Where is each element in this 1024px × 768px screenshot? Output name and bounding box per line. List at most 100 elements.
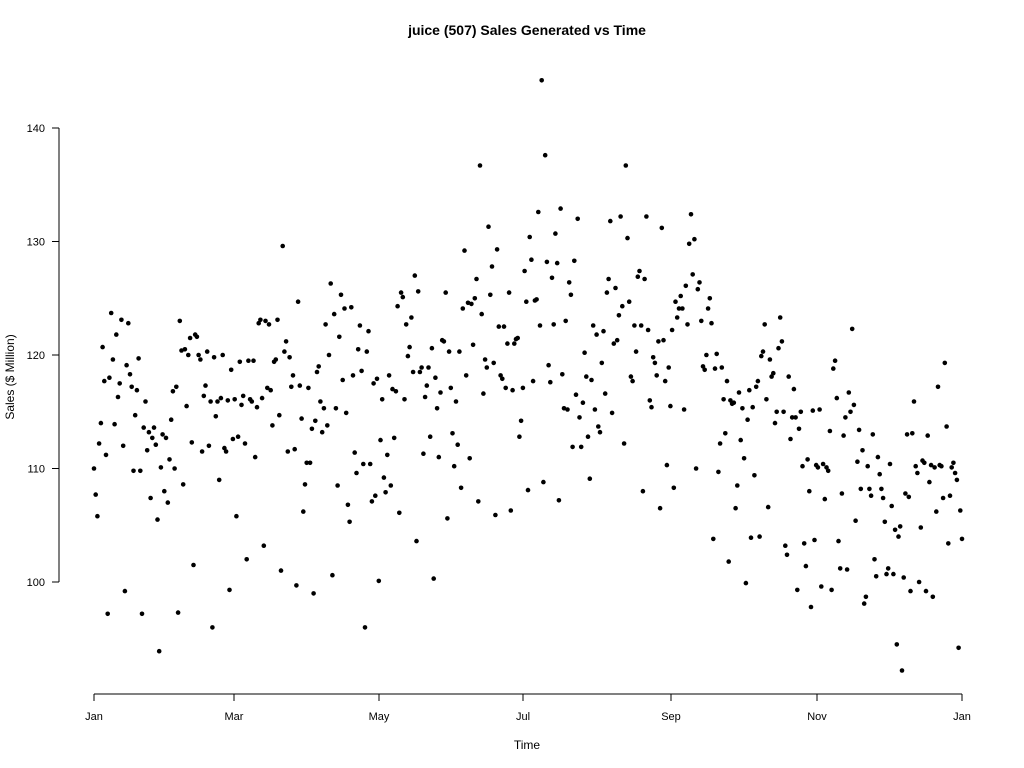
- data-point: [561, 406, 567, 411]
- data-point: [801, 541, 807, 546]
- data-point: [803, 563, 809, 569]
- data-point: [436, 454, 442, 460]
- data-point: [873, 574, 879, 579]
- data-point: [870, 432, 876, 437]
- data-point: [647, 398, 653, 403]
- data-point: [681, 407, 687, 412]
- data-point: [335, 483, 340, 488]
- data-point: [793, 415, 798, 420]
- data-point: [162, 488, 167, 494]
- data-point: [596, 424, 601, 429]
- data-point: [810, 408, 816, 413]
- data-point: [108, 310, 114, 316]
- data-point: [314, 369, 320, 375]
- data-point: [772, 420, 778, 426]
- data-point: [922, 460, 927, 466]
- data-point: [443, 290, 449, 295]
- data-point: [277, 412, 282, 418]
- data-point: [556, 498, 562, 503]
- data-point: [347, 519, 352, 525]
- data-point: [954, 477, 960, 483]
- data-point: [385, 452, 390, 458]
- data-point: [457, 349, 462, 354]
- data-point: [846, 390, 852, 395]
- data-point: [470, 342, 476, 348]
- data-point: [486, 224, 491, 229]
- data-point: [445, 516, 450, 521]
- data-point: [568, 292, 574, 298]
- data-point: [218, 395, 224, 401]
- data-point: [602, 391, 608, 396]
- data-point: [827, 428, 833, 434]
- x-axis-label: Time: [514, 738, 541, 752]
- data-point: [541, 479, 546, 485]
- data-point: [807, 488, 812, 494]
- data-point: [544, 259, 550, 265]
- data-point: [373, 493, 378, 499]
- data-point: [680, 306, 685, 311]
- data-point: [419, 365, 424, 370]
- y-axis-label: Sales ($ Million): [3, 334, 17, 419]
- data-point: [630, 378, 635, 384]
- data-point: [530, 378, 536, 384]
- data-point: [343, 410, 349, 416]
- data-point: [819, 584, 824, 589]
- data-point: [302, 482, 308, 487]
- data-point: [623, 163, 629, 168]
- data-point: [621, 441, 627, 446]
- x-tick-label: Nov: [807, 711, 827, 723]
- data-point: [503, 385, 509, 391]
- data-point: [901, 575, 906, 580]
- data-point: [508, 508, 514, 513]
- data-point: [836, 538, 841, 544]
- y-tick-label: 110: [27, 464, 45, 476]
- data-point: [378, 437, 383, 443]
- data-point: [686, 241, 692, 247]
- data-point: [855, 459, 860, 465]
- data-point: [882, 519, 888, 525]
- data-point: [861, 601, 867, 606]
- data-point: [659, 225, 665, 231]
- data-point: [877, 471, 882, 477]
- data-point: [777, 315, 783, 320]
- data-point: [515, 335, 520, 341]
- data-point: [304, 460, 310, 466]
- data-point: [273, 357, 279, 362]
- data-point: [381, 475, 387, 480]
- data-point: [885, 566, 891, 571]
- data-point: [609, 410, 615, 416]
- data-point: [626, 299, 632, 305]
- data-point: [287, 355, 292, 360]
- data-point: [388, 483, 394, 488]
- data-point: [786, 374, 791, 379]
- data-point: [812, 537, 817, 543]
- data-point: [546, 362, 551, 368]
- data-point: [282, 349, 287, 354]
- data-point: [644, 214, 649, 219]
- data-point: [216, 477, 222, 483]
- data-point: [297, 383, 303, 388]
- data-point: [554, 260, 560, 266]
- data-point: [306, 385, 311, 391]
- data-point: [748, 535, 754, 540]
- data-point: [177, 318, 183, 324]
- data-point: [144, 448, 150, 453]
- data-point: [311, 591, 316, 596]
- data-point: [791, 386, 797, 392]
- data-point: [263, 318, 268, 324]
- data-point: [350, 373, 356, 378]
- data-point: [107, 375, 112, 381]
- data-point: [834, 395, 840, 401]
- data-point: [95, 513, 100, 519]
- data-point: [817, 407, 822, 412]
- data-point: [414, 538, 419, 544]
- data-point: [769, 374, 774, 379]
- data-point: [700, 364, 706, 369]
- data-point: [326, 352, 332, 358]
- data-point: [752, 473, 757, 478]
- data-point: [789, 415, 795, 420]
- data-point: [403, 322, 409, 327]
- data-point: [601, 328, 606, 334]
- data-point: [771, 370, 776, 376]
- data-point: [776, 345, 781, 351]
